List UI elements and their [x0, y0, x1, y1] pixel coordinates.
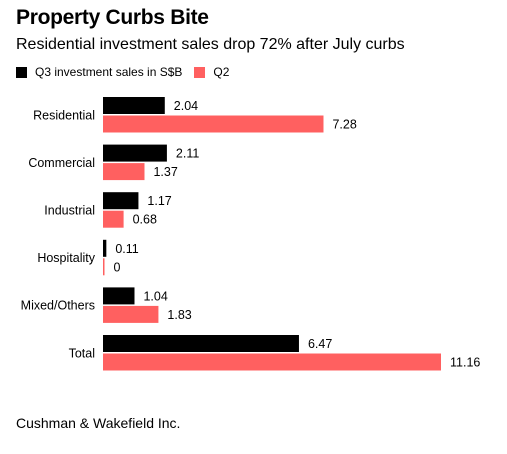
bar-q3	[103, 144, 167, 162]
data-label-q2: 0	[114, 260, 121, 274]
bar-q3	[103, 287, 135, 305]
data-label-q3: 6.47	[308, 337, 332, 351]
legend-swatch-q2	[194, 66, 206, 78]
category-label: Commercial	[28, 156, 95, 170]
bar-q2	[103, 210, 124, 228]
legend-item-q3: Q3 investment sales in S$B	[16, 65, 182, 79]
legend-label-q2: Q2	[213, 65, 230, 79]
bar-q3	[103, 97, 165, 114]
legend-label-q3: Q3 investment sales in S$B	[35, 65, 183, 79]
legend-item-q2: Q2	[194, 65, 229, 79]
data-label-q2: 11.16	[450, 356, 480, 370]
bar-q3	[103, 192, 139, 210]
chart-legend: Q3 investment sales in S$B Q2	[16, 65, 241, 79]
data-label-q3: 0.11	[115, 242, 138, 256]
bar-q2	[103, 305, 159, 323]
data-label-q3: 2.11	[176, 147, 199, 161]
chart-subtitle: Residential investment sales drop 72% af…	[16, 36, 405, 53]
bar-q2	[103, 163, 145, 181]
data-label-q3: 1.04	[143, 289, 167, 303]
bar-q2	[103, 353, 441, 371]
data-label-q2: 1.83	[167, 308, 191, 322]
data-label-q3: 2.04	[174, 99, 198, 113]
category-label: Residential	[33, 108, 95, 122]
bar-q3	[103, 239, 107, 257]
bar-q3	[103, 335, 299, 352]
source-note: Cushman & Wakefield Inc.	[16, 415, 181, 431]
chart-title: Property Curbs Bite	[16, 6, 209, 29]
data-label-q2: 7.28	[332, 118, 356, 132]
bar-q2	[103, 258, 105, 276]
bar-chart: Residential 2.04 7.28 Commercial 2.11 1.37 Ind…	[21, 97, 480, 371]
legend-swatch-q3	[16, 66, 27, 78]
bar-q2	[103, 115, 324, 133]
category-label: Industrial	[44, 203, 95, 217]
category-label: Hospitality	[37, 251, 95, 265]
data-label-q3: 1.17	[147, 194, 171, 208]
category-label: Mixed/Others	[21, 299, 95, 313]
data-label-q2: 1.37	[153, 165, 177, 179]
category-label: Total	[69, 346, 95, 360]
data-label-q2: 0.68	[133, 213, 157, 227]
